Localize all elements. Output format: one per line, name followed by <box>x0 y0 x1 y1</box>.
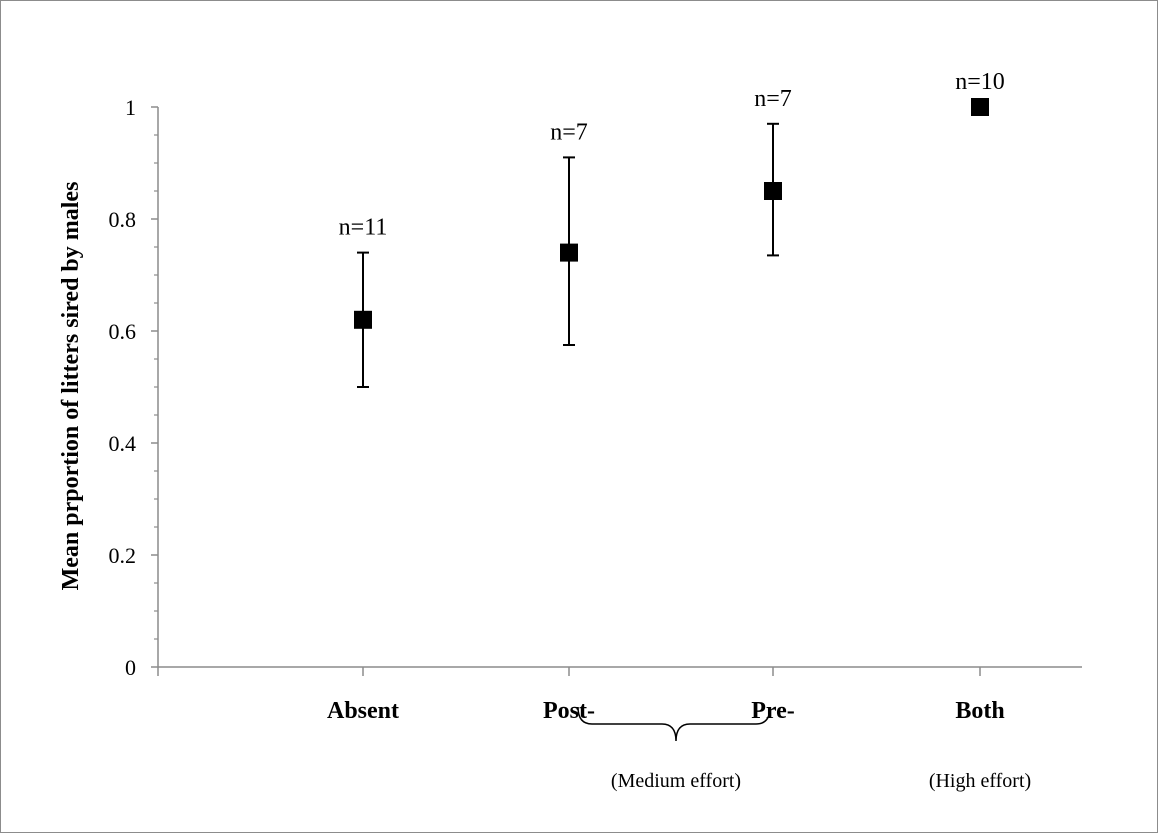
y-tick-label: 0.8 <box>109 207 137 232</box>
x-category-label: Absent <box>327 698 399 724</box>
high-effort-label: (High effort) <box>929 770 1031 792</box>
n-label: n=11 <box>339 215 388 241</box>
y-tick-label: 0.4 <box>109 431 137 456</box>
data-marker-post <box>560 243 578 262</box>
labels-layer: n=11 Absent n=7 Post-n=7 Pre-n=10 Both <box>327 69 1005 724</box>
y-axis-title: Mean prportion of litters sired by males <box>58 182 84 591</box>
n-label: n=7 <box>550 119 588 145</box>
medium-effort-bracket <box>577 706 771 742</box>
x-category-label: Post- <box>543 698 595 724</box>
n-label: n=7 <box>754 86 792 112</box>
markers-layer <box>354 98 989 329</box>
data-marker-absent <box>354 310 372 329</box>
y-tick-label: 1 <box>125 95 136 120</box>
medium-effort-label: (Medium effort) <box>611 770 741 792</box>
x-category-label: Both <box>955 698 1004 724</box>
data-marker-both <box>971 98 989 116</box>
y-tick-label: 0.6 <box>109 319 137 344</box>
data-marker-pre <box>764 182 782 200</box>
x-category-label: Pre- <box>751 698 795 724</box>
ticks-layer: 0 0.2 0.4 0.6 0.8 1 <box>109 95 981 680</box>
n-label: n=10 <box>955 69 1005 95</box>
y-tick-label: 0.2 <box>109 543 137 568</box>
y-tick-label: 0 <box>125 655 136 680</box>
